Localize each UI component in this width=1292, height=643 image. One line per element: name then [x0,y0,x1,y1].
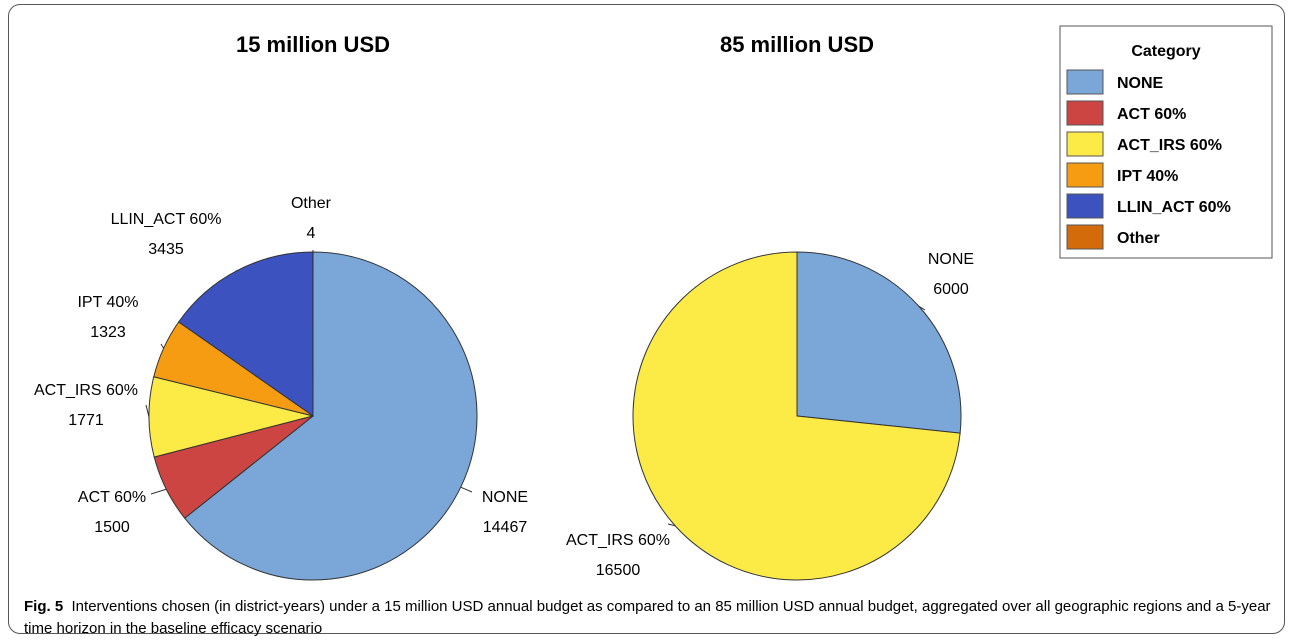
p1-value-act-irs-60: 1771 [68,412,104,429]
legend-label-none: NONE [1117,75,1164,92]
p1-value-act-60: 1500 [94,519,130,536]
legend-label-act-irs-60: ACT_IRS 60% [1117,137,1222,154]
p1-leader-ipt-40 [160,343,165,349]
legend-items: NONE ACT 60% ACT_IRS 60% IPT 40% LLIN_ACT 60… [1066,69,1231,250]
figure-label: Fig. 5 [24,598,64,615]
caption-text: Interventions chosen (in district-years)… [24,598,1271,637]
legend-label-other: Other [1117,230,1160,247]
p2-leader-act-irs-60 [667,523,676,527]
pie-chart-15m [148,251,478,581]
slice-labels: NONE 14467 ACT 60% 1500 ACT_IRS 60% 1771 IPT 4… [34,195,974,579]
p1-label-act-irs-60: ACT_IRS 60% [34,382,138,399]
chart-title-1: 15 million USD [236,32,390,57]
legend-title: Category [1131,43,1200,60]
chart-title-2: 85 million USD [720,32,874,57]
p1-label-other: Other [291,195,332,212]
legend-label-ipt-40: IPT 40% [1117,168,1178,185]
p1-value-none: 14467 [483,519,528,536]
p1-label-none: NONE [482,489,528,506]
legend-label-act-60: ACT 60% [1117,106,1186,123]
p1-value-llin-act-60: 3435 [148,241,184,258]
p2-slice-none [796,251,962,434]
p2-value-act-irs-60: 16500 [596,562,641,579]
p1-leader-act-60 [150,488,167,495]
legend-swatch-act-60 [1066,100,1104,126]
p1-label-llin-act-60: LLIN_ACT 60% [111,211,222,228]
p1-value-ipt-40: 1323 [90,324,126,341]
legend-swatch-none [1066,69,1104,95]
legend-swatch-llin-act-60 [1066,193,1104,219]
legend-swatch-act-irs-60 [1066,131,1104,157]
p2-leader-none [918,305,926,311]
p1-leader-act-irs-60 [145,404,150,418]
pie-chart-85m [632,251,962,581]
p1-value-other: 4 [307,225,316,242]
p1-slice-act-60 [153,415,314,519]
legend-swatch-other [1066,224,1104,250]
p1-slice-none [183,251,478,581]
p2-label-none: NONE [928,251,974,268]
figure-frame [8,4,1285,634]
p1-leader-none [460,486,473,493]
p2-value-none: 6000 [933,281,969,298]
p1-label-ipt-40: IPT 40% [77,294,138,311]
legend-label-llin-act-60: LLIN_ACT 60% [1117,199,1231,216]
legend: Category NONE ACT 60% ACT_IRS 60% IPT 40% LL… [1059,25,1273,259]
p2-label-act-irs-60: ACT_IRS 60% [566,532,670,549]
p1-label-act-60: ACT 60% [78,489,146,506]
figure-caption: Fig. 5 Interventions chosen (in district… [24,596,1274,640]
p2-slice-act-irs-60 [632,251,961,581]
legend-swatch-ipt-40 [1066,162,1104,188]
p1-slice-llin-act-60 [177,251,314,417]
